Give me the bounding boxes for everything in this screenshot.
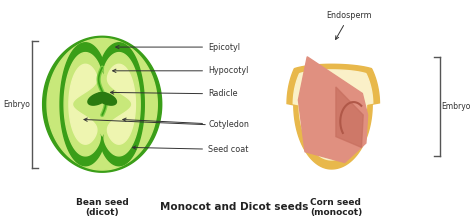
Polygon shape <box>64 53 100 156</box>
Text: Epicotyl: Epicotyl <box>116 43 240 52</box>
Text: Radicle: Radicle <box>110 89 237 98</box>
Polygon shape <box>104 53 140 156</box>
Polygon shape <box>88 93 108 105</box>
Text: Seed coat: Seed coat <box>133 145 248 154</box>
Polygon shape <box>336 87 363 147</box>
Text: Enbryo: Enbryo <box>3 100 30 109</box>
Text: Embryo: Embryo <box>442 102 471 111</box>
Polygon shape <box>101 43 144 166</box>
Text: Corn seed
(monocot): Corn seed (monocot) <box>310 198 362 218</box>
Polygon shape <box>299 57 368 163</box>
Polygon shape <box>293 70 373 160</box>
Polygon shape <box>60 43 103 166</box>
Text: Endosperm: Endosperm <box>326 11 372 40</box>
Polygon shape <box>43 36 162 172</box>
Text: Monocot and Dicot seeds: Monocot and Dicot seeds <box>160 202 309 212</box>
Polygon shape <box>47 38 157 170</box>
Text: Cotyledon: Cotyledon <box>123 118 249 129</box>
Polygon shape <box>69 64 97 144</box>
Text: Bean seed
(dicot): Bean seed (dicot) <box>76 198 128 218</box>
Polygon shape <box>287 64 380 169</box>
Polygon shape <box>108 64 136 144</box>
Text: Hypocotyl: Hypocotyl <box>113 66 248 75</box>
Polygon shape <box>97 93 117 105</box>
